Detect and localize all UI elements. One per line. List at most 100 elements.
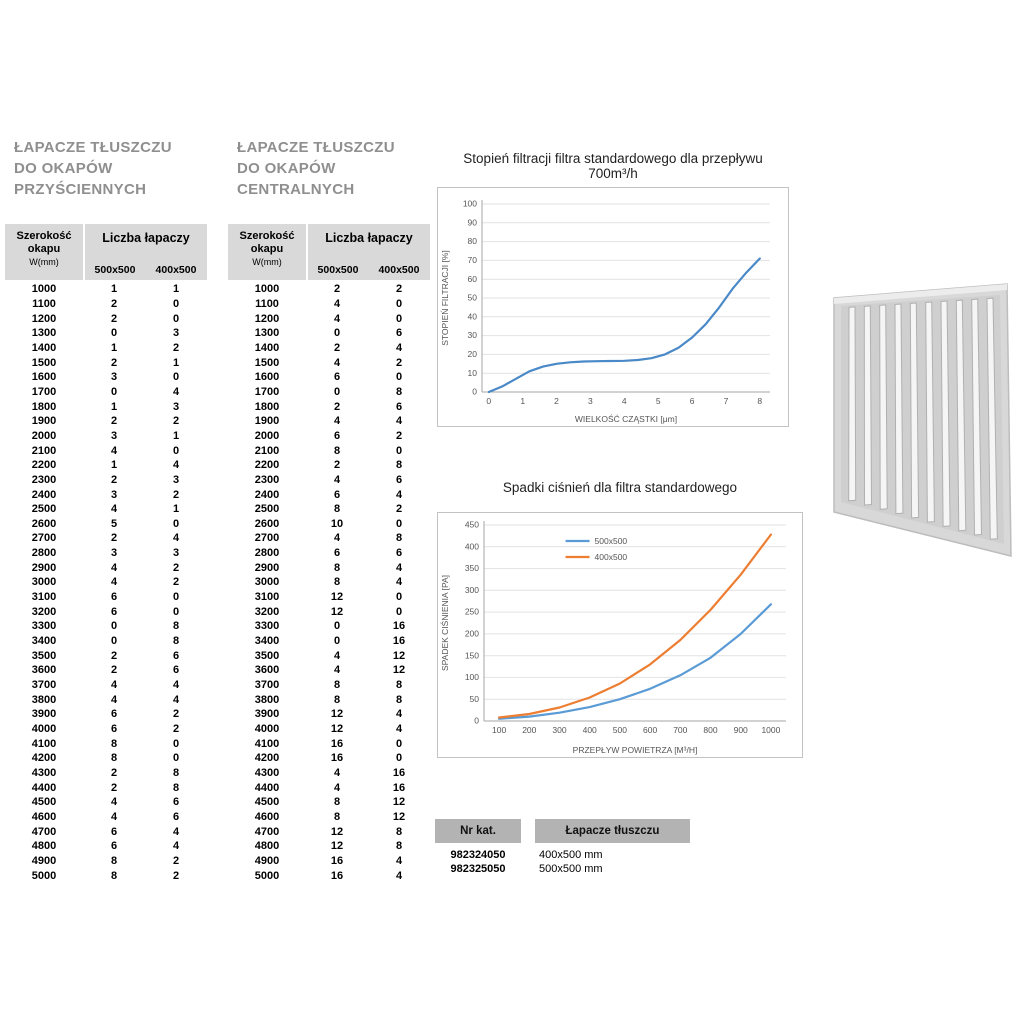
table-cell: 1900: [254, 415, 280, 428]
table-cell: 4300: [254, 766, 280, 779]
table-cell: 8: [110, 854, 118, 867]
svg-text:400: 400: [465, 541, 479, 551]
svg-text:350: 350: [465, 563, 479, 573]
catalog-table-body: 982324050 400x500 mm 982325050 500x500 mm: [435, 848, 690, 876]
table-cell: 12: [330, 591, 344, 604]
svg-text:PRZEPŁYW POWIETRZA [M³/H]: PRZEPŁYW POWIETRZA [M³/H]: [573, 745, 698, 755]
table-row: 1400 1 2: [5, 341, 207, 356]
svg-text:200: 200: [465, 629, 479, 639]
table-cell: 8: [333, 576, 341, 589]
table-row: 3400 0 16: [228, 634, 430, 649]
subheader-500x500: 500x500: [94, 264, 136, 276]
table-cell: 2200: [254, 459, 280, 472]
table-header: Szerokość okapu W(mm) Liczba łapaczy 500…: [228, 224, 430, 280]
table-cell: 8: [172, 620, 180, 633]
table-cell: 4200: [254, 752, 280, 765]
table-cell: 1: [172, 356, 180, 369]
svg-text:70: 70: [468, 255, 478, 265]
table-row: 3500 2 6: [5, 648, 207, 663]
table-cell: 4800: [31, 840, 57, 853]
table-cell: 0: [172, 517, 180, 530]
table-row: 4100 8 0: [5, 736, 207, 751]
table-cell: 3400: [31, 635, 57, 648]
table-cell: 4400: [31, 781, 57, 794]
table-cell: 4: [395, 415, 403, 428]
table-row: 3100 12 0: [228, 590, 430, 605]
table-cell: 3900: [254, 708, 280, 721]
table-cell: 3100: [31, 591, 57, 604]
table-row: 1200 2 0: [5, 311, 207, 326]
table-cell: 3600: [31, 664, 57, 677]
svg-text:300: 300: [552, 725, 566, 735]
table-cell: 3800: [254, 693, 280, 706]
wall-hoods-table-body: 1000 1 1 1100 2 0 1200 2 0 1300 0 3 1400 1 2 1500 2 1 1600…: [5, 282, 207, 883]
table-row: 3200 6 0: [5, 604, 207, 619]
table-row: 1100 2 0: [5, 297, 207, 312]
table-cell: 4: [333, 473, 341, 486]
table-cell: 4: [333, 664, 341, 677]
table-cell: 6: [395, 473, 403, 486]
table-cell: 3600: [254, 664, 280, 677]
header-text: W(mm): [29, 257, 59, 267]
table-row: 2900 4 2: [5, 560, 207, 575]
table-cell: 3400: [254, 635, 280, 648]
catalog-header-lapacze: Łapacze tłuszczu: [535, 819, 690, 843]
table-row: 1600 6 0: [228, 370, 430, 385]
table-cell: 2800: [31, 547, 57, 560]
table-cell: 4: [110, 810, 118, 823]
table-row: 3900 6 2: [5, 707, 207, 722]
table-cell: 2400: [31, 488, 57, 501]
table-cell: 1100: [32, 297, 56, 310]
table-row: 2100 8 0: [228, 443, 430, 458]
grease-filter-icon: [833, 283, 1012, 557]
table-cell: 2200: [31, 459, 57, 472]
filtration-chart: 0 10 20 30 40 50 60 70 80 90 100 0 1 2 3 4 5 6 7 8 WIELKOŚĆ …: [437, 187, 789, 427]
header-text: Szerokość: [239, 230, 295, 242]
table-row: 4600 8 12: [228, 810, 430, 825]
table-cell: 3: [172, 400, 180, 413]
table-row: 2200 1 4: [5, 458, 207, 473]
table-row: 4600 4 6: [5, 810, 207, 825]
table-cell: 3500: [31, 649, 57, 662]
svg-text:40: 40: [468, 311, 478, 321]
table-cell: 2000: [254, 429, 280, 442]
table-cell: 0: [110, 620, 118, 633]
table-row: 2800 6 6: [228, 546, 430, 561]
table-cell: 1400: [254, 341, 280, 354]
table-row: 3600 4 12: [228, 663, 430, 678]
table-row: 2400 3 2: [5, 487, 207, 502]
table-cell: 6: [333, 547, 341, 560]
table-cell: 4: [172, 385, 180, 398]
table-cell: 3800: [31, 693, 57, 706]
table-cell: 4: [395, 576, 403, 589]
table-cell: 2: [110, 649, 118, 662]
table-row: 4300 2 8: [5, 766, 207, 781]
table-cell: 8: [395, 840, 403, 853]
table-cell: 8: [395, 532, 403, 545]
table-cell: 1: [110, 283, 118, 296]
table-cell: 2: [172, 869, 180, 882]
table-cell: 2900: [31, 561, 57, 574]
table-cell: 3300: [31, 620, 57, 633]
table-row: 2600 10 0: [228, 517, 430, 532]
table-cell: 12: [330, 723, 344, 736]
table-row: 3300 0 8: [5, 619, 207, 634]
subheader-500x500: 500x500: [317, 264, 359, 276]
table-cell: 8: [395, 459, 403, 472]
table-cell: 4600: [31, 810, 57, 823]
table-cell: 2: [110, 664, 118, 677]
table-cell: 1500: [31, 356, 57, 369]
table-cell: 4000: [31, 723, 57, 736]
table-cell: 2: [172, 854, 180, 867]
table-row: 3300 0 16: [228, 619, 430, 634]
table-cell: 4100: [31, 737, 57, 750]
svg-text:WIELKOŚĆ CZĄSTKI [μm]: WIELKOŚĆ CZĄSTKI [μm]: [575, 413, 677, 424]
table-cell: 0: [333, 385, 341, 398]
table-row: 4200 8 0: [5, 751, 207, 766]
table-cell: 4: [333, 649, 341, 662]
table-cell: 4: [172, 693, 180, 706]
table-row: 4300 4 16: [228, 766, 430, 781]
table-row: 2000 3 1: [5, 429, 207, 444]
table-cell: 6: [110, 708, 118, 721]
table-row: 4400 4 16: [228, 780, 430, 795]
